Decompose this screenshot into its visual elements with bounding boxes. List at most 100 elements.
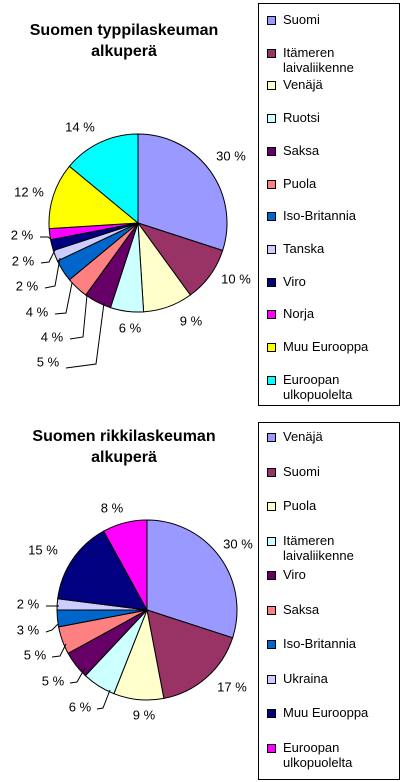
- legend-label: Ukraina: [283, 671, 397, 686]
- legend-label: Muu Eurooppa: [283, 705, 397, 720]
- pie-slice: [137, 133, 228, 252]
- legend-label-line: Iso-Britannia: [283, 636, 356, 651]
- legend-label: Puola: [283, 176, 397, 191]
- legend-label-line: Venäjä: [283, 77, 323, 93]
- pie-chart: 30 % 10 % 9 % 6 % 5 % 4 % 4 % 2 % 2 % 2 % 12 % 14 %: [11, 119, 251, 369]
- legend-label-line: Saksa: [283, 601, 320, 617]
- legend-label: Saksa: [283, 143, 397, 158]
- legend-label-line: Suomi: [283, 12, 320, 27]
- legend-label: Euroopan ulkopuolelta: [283, 740, 397, 770]
- legend-label-line: Viro: [283, 273, 306, 289]
- legend-label-line: Euroopan: [283, 739, 340, 755]
- legend-swatch: [267, 571, 276, 580]
- data-label: 2 %: [11, 227, 34, 242]
- legend-label-line: Muu Eurooppa: [283, 339, 369, 354]
- legend-swatch: [267, 433, 276, 442]
- data-label: 2 %: [12, 253, 35, 268]
- pie-slice: [102, 519, 148, 611]
- legend-label-line: Puola: [283, 498, 317, 513]
- legend-label: Muu Eurooppa: [283, 339, 397, 354]
- chart-title-line: alkuperä: [91, 43, 157, 60]
- legend-swatch: [267, 244, 276, 254]
- data-label: 5 %: [24, 647, 47, 662]
- legend-label: Euroopan ulkopuolelta: [283, 372, 397, 402]
- legend-label-line: laivaliikenne: [283, 59, 354, 75]
- legend-swatch: [267, 277, 276, 287]
- leader-line: [45, 623, 59, 633]
- legend-label: Viro: [283, 274, 397, 289]
- data-label: 5 %: [42, 673, 65, 688]
- legend-label-line: Ruotsi: [283, 110, 320, 126]
- legend-label-line: ulkopuolelta: [283, 754, 353, 770]
- legend-swatch: [267, 146, 276, 156]
- data-label: 5 %: [37, 354, 60, 369]
- chart-legend: Suomi Itämeren laivaliikenne Venäjä Ruotsi Sa…: [258, 3, 400, 406]
- legend-swatch: [267, 16, 276, 25]
- legend-label: Itämeren laivaliikenne: [283, 533, 397, 563]
- leader-line: [40, 236, 53, 241]
- legend-label: Venäjä: [283, 429, 397, 444]
- legend-label-line: Puola: [283, 175, 317, 191]
- legend-swatch: [267, 640, 276, 649]
- legend-swatch: [267, 114, 276, 124]
- legend-label: Norja: [283, 306, 397, 321]
- legend-swatch: [267, 709, 276, 718]
- leader-line: [44, 257, 61, 289]
- legend-swatch: [267, 81, 276, 91]
- data-label: 14 %: [65, 119, 95, 134]
- leader-line: [54, 282, 73, 315]
- legend-label-line: Viro: [283, 567, 306, 582]
- legend-swatch: [267, 343, 276, 352]
- legend-label: Itämeren laivaliikenne: [283, 45, 397, 75]
- data-label: 4 %: [26, 304, 49, 319]
- chart-title-line: alkuperä: [91, 449, 157, 466]
- data-label: 8 %: [101, 500, 124, 515]
- leader-line: [65, 302, 105, 369]
- legend-swatch: [267, 605, 276, 615]
- pie-slice: [57, 530, 148, 611]
- chart-legend: Venäjä Suomi Puola Itämeren laivaliikenne Vir…: [258, 422, 400, 780]
- data-label: 6 %: [69, 699, 92, 714]
- legend-label: Ruotsi: [283, 110, 397, 125]
- data-label: 30 %: [216, 148, 246, 163]
- legend-label: Saksa: [283, 602, 397, 617]
- data-label: 9 %: [180, 313, 203, 328]
- legend-swatch: [267, 502, 276, 511]
- data-label: 3 %: [17, 622, 40, 637]
- leader-line: [69, 294, 88, 340]
- legend-label: Suomi: [283, 12, 397, 27]
- data-label: 15 %: [28, 542, 58, 557]
- legend-label: Iso-Britannia: [283, 636, 397, 651]
- legend-label-line: Iso-Britannia: [283, 208, 356, 224]
- data-label: 9 %: [133, 707, 156, 722]
- leader-line: [96, 689, 111, 710]
- legend-label: Puola: [283, 498, 397, 513]
- legend-label-line: Tanska: [283, 240, 325, 256]
- legend-swatch: [267, 467, 276, 477]
- data-label: 17 %: [217, 679, 247, 694]
- legend-swatch: [267, 743, 276, 753]
- legend-label: Venäjä: [283, 77, 397, 92]
- data-label: 12 %: [14, 184, 44, 199]
- chart-title: Suomen rikkilaskeuman alkuperä: [6, 426, 242, 468]
- pie-slice: [68, 133, 139, 225]
- legend-swatch: [267, 375, 276, 385]
- legend-label-line: Venäjä: [283, 429, 323, 444]
- chart-title-line: Suomen rikkilaskeuman: [32, 428, 216, 445]
- legend-label-line: Saksa: [283, 142, 320, 158]
- chart-title: Suomen typpilaskeuman alkuperä: [6, 20, 242, 62]
- pie-slice: [48, 165, 140, 230]
- legend-label-line: Norja: [283, 306, 315, 322]
- data-label: 6 %: [119, 320, 142, 335]
- leader-line: [69, 667, 86, 684]
- nitrogen-chart-panel: Suomen typpilaskeuman alkuperä 30 % 10 % 9…: [6, 3, 400, 406]
- data-label: 2 %: [16, 278, 39, 293]
- data-label: 2 %: [17, 596, 40, 611]
- legend-label-line: Itämeren: [283, 44, 335, 60]
- data-label: 10 %: [221, 271, 251, 286]
- legend-swatch: [267, 212, 276, 222]
- legend-label-line: Suomi: [283, 463, 320, 479]
- legend-label-line: ulkopuolelta: [283, 386, 353, 402]
- chart-title-line: Suomen typpilaskeuman: [29, 22, 219, 39]
